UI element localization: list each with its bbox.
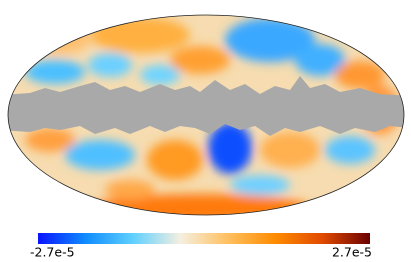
- cold-spot: [65, 140, 135, 170]
- cold-spot: [140, 65, 180, 85]
- map-outline: [7, 14, 405, 216]
- cold-spot: [230, 175, 290, 195]
- warm-spot: [90, 17, 190, 53]
- colorbar-tick-label: -2.7e-5: [30, 245, 75, 260]
- cold-spot: [88, 53, 132, 77]
- warm-spot: [335, 61, 385, 89]
- warm-spot: [90, 194, 310, 215]
- galactic-mask: [8, 76, 404, 136]
- cold-spot: [225, 18, 315, 62]
- warm-spot: [30, 26, 90, 54]
- cold-spot: [208, 122, 252, 174]
- warm-spot: [260, 132, 320, 168]
- warm-spot: [170, 46, 230, 74]
- warm-spot: [105, 180, 155, 200]
- mollweide-map: [8, 15, 404, 215]
- warm-spot: [147, 140, 203, 180]
- cold-spot: [25, 60, 85, 84]
- colorbar: [38, 233, 370, 244]
- warm-spot: [25, 128, 75, 152]
- cold-spot: [295, 44, 345, 76]
- colorbar-tick-label: 2.7e-5: [332, 245, 372, 260]
- cold-spot: [325, 136, 375, 164]
